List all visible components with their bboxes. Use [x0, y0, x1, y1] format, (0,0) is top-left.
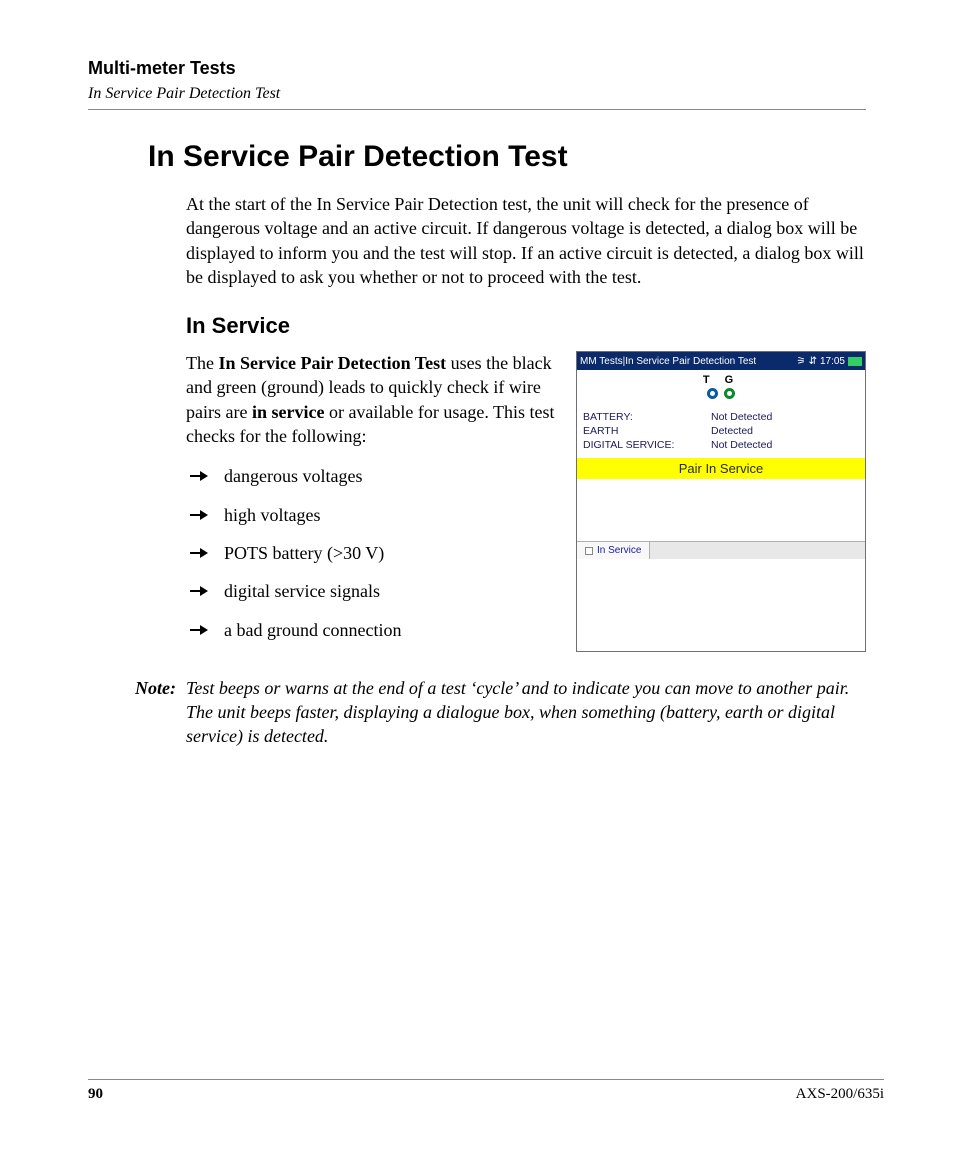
device-tg-label: T G [577, 370, 865, 388]
list-item-label: dangerous voltages [224, 464, 362, 488]
intro-paragraph: At the start of the In Service Pair Dete… [186, 192, 866, 289]
list-item: POTS battery (>30 V) [190, 537, 558, 565]
antenna-icon: ⚞ [797, 356, 806, 367]
list-item: dangerous voltages [190, 460, 558, 488]
note: Note: Test beeps or warns at the end of … [112, 676, 866, 749]
note-body: Test beeps or warns at the end of a test… [186, 676, 866, 749]
header-section: In Service Pair Detection Test [88, 85, 866, 103]
list-item-label: digital service signals [224, 579, 380, 603]
page-footer: 90 AXS-200/635i [88, 1079, 884, 1103]
arrow-icon [190, 464, 208, 488]
battery-icon [848, 357, 862, 366]
device-row: EARTH Detected [583, 424, 859, 438]
section-heading: In Service [186, 313, 866, 339]
header-chapter: Multi-meter Tests [88, 58, 866, 79]
header-rule [88, 109, 866, 110]
device-tabs: In Service [577, 541, 865, 559]
device-spacer [577, 479, 865, 541]
bullet-list: dangerous voltages high voltages POTS ba… [190, 460, 558, 641]
device-title: MM Tests|In Service Pair Detection Test [580, 356, 793, 367]
list-item: high voltages [190, 499, 558, 527]
device-row-value: Detected [711, 425, 753, 437]
footer-model: AXS-200/635i [796, 1086, 884, 1103]
device-screenshot: MM Tests|In Service Pair Detection Test … [576, 351, 866, 652]
device-row-key: BATTERY: [583, 411, 711, 423]
note-label: Note: [112, 676, 176, 749]
device-row-value: Not Detected [711, 439, 772, 451]
list-item-label: high voltages [224, 503, 321, 527]
device-time: 17:05 [820, 356, 845, 367]
device-row: DIGITAL SERVICE: Not Detected [583, 438, 859, 452]
lead-dot-t [707, 388, 718, 399]
desc-bold: In Service Pair Detection Test [218, 353, 446, 373]
list-item-label: a bad ground connection [224, 618, 401, 642]
device-row-key: EARTH [583, 425, 711, 437]
device-row-key: DIGITAL SERVICE: [583, 439, 711, 451]
device-result-rows: BATTERY: Not Detected EARTH Detected DIG… [577, 408, 865, 458]
arrow-icon [190, 618, 208, 642]
device-lead-dots [577, 388, 865, 408]
desc-text: The [186, 353, 218, 373]
arrow-icon [190, 503, 208, 527]
device-tab-label: In Service [597, 545, 641, 556]
list-item: a bad ground connection [190, 614, 558, 642]
device-status-icons: ⚞ ⇵ 17:05 [797, 356, 862, 367]
description-paragraph: The In Service Pair Detection Test uses … [186, 351, 558, 448]
device-titlebar: MM Tests|In Service Pair Detection Test … [577, 352, 865, 370]
lead-dot-g [724, 388, 735, 399]
arrow-icon [190, 541, 208, 565]
desc-bold: in service [252, 402, 324, 422]
device-row-value: Not Detected [711, 411, 772, 423]
arrow-icon [190, 579, 208, 603]
list-item: digital service signals [190, 575, 558, 603]
tab-icon [585, 547, 593, 555]
device-status-banner: Pair In Service [577, 458, 865, 479]
device-tab: In Service [577, 542, 650, 559]
page-title: In Service Pair Detection Test [148, 140, 866, 174]
footer-rule [88, 1079, 884, 1080]
device-tab-filler [650, 542, 865, 559]
connection-icon: ⇵ [809, 356, 817, 367]
device-row: BATTERY: Not Detected [583, 410, 859, 424]
page-number: 90 [88, 1086, 103, 1103]
list-item-label: POTS battery (>30 V) [224, 541, 384, 565]
